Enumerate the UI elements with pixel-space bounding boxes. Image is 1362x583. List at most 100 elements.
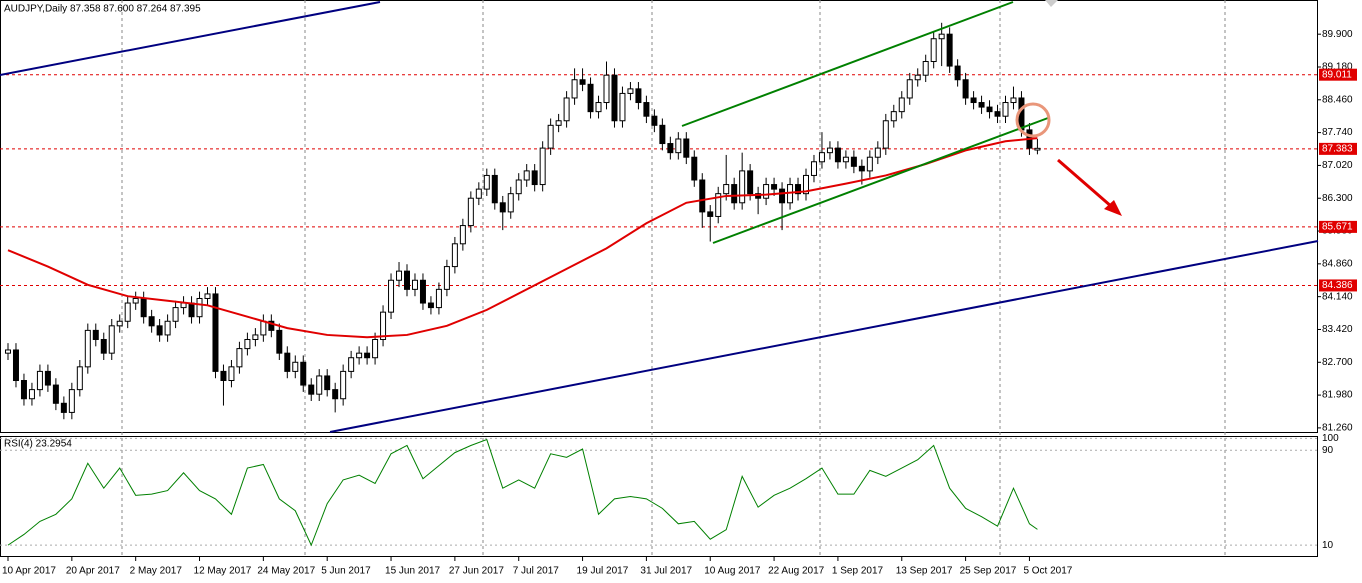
candle-body	[978, 102, 985, 108]
candle-body	[419, 279, 426, 304]
candle-body	[491, 174, 498, 204]
candle-body	[76, 366, 83, 391]
candle-body	[228, 366, 235, 382]
candle-body	[459, 225, 466, 245]
candle-body	[411, 279, 418, 290]
candle-body	[826, 147, 833, 154]
y-tick-label: 87.740	[1322, 127, 1353, 138]
y-tick-label: 87.020	[1322, 160, 1353, 171]
candle-body	[116, 320, 123, 327]
candle-body	[667, 143, 674, 154]
candle-body	[715, 193, 722, 217]
trend-line	[0, 1, 381, 76]
candle-body	[555, 120, 562, 126]
candle-body	[603, 74, 610, 104]
vertical-grid	[121, 0, 1226, 557]
candle-body	[435, 288, 442, 309]
candle-body	[547, 124, 554, 149]
candle-body	[834, 147, 841, 163]
candle-body	[531, 170, 538, 186]
candle-body	[739, 170, 746, 204]
x-tick-label: 31 Jul 2017	[640, 566, 692, 577]
channel-line	[712, 117, 1049, 244]
candle-body	[372, 338, 379, 359]
candle-body	[954, 65, 961, 81]
candle-body	[52, 384, 59, 404]
candle-body	[5, 349, 11, 354]
candle-body	[100, 338, 107, 354]
candle-body	[771, 184, 778, 190]
candle-body	[563, 97, 570, 122]
candle-body	[356, 352, 363, 359]
y-tick-label: 84.140	[1322, 291, 1353, 302]
candle-body	[890, 111, 897, 122]
candle-body	[108, 325, 115, 354]
candle-body	[268, 320, 275, 331]
candle-body	[779, 188, 786, 204]
y-tick-label: 89.180	[1322, 62, 1353, 73]
x-tick-label: 5 Jun 2017	[321, 566, 371, 577]
candle-body	[140, 297, 147, 318]
candle-body	[332, 389, 339, 400]
x-tick-label: 10 Apr 2017	[2, 566, 56, 577]
candle-body	[467, 197, 474, 227]
candle-body	[292, 361, 299, 372]
channel-line	[681, 1, 1014, 127]
candle-body	[164, 320, 171, 336]
candle-body	[659, 124, 666, 145]
candle-body	[284, 352, 291, 372]
y-tick-label: 10	[1322, 540, 1334, 551]
candle-body	[172, 307, 179, 322]
x-tick-label: 20 Apr 2017	[66, 566, 120, 577]
level-label: 87.383	[1322, 144, 1353, 155]
candle-body	[364, 352, 371, 359]
candle-body	[324, 375, 331, 391]
x-tick-label: 25 Sep 2017	[960, 566, 1017, 577]
candle-body	[12, 349, 19, 382]
candle-body	[380, 311, 387, 340]
level-label: 89.011	[1322, 69, 1352, 80]
candle-body	[723, 184, 730, 195]
candle-body	[276, 329, 283, 354]
candle-body	[763, 184, 770, 199]
candle-body	[571, 79, 578, 99]
candle-body	[196, 297, 203, 318]
candle-body	[1002, 102, 1009, 117]
candle-body	[595, 102, 602, 113]
level-label: 84.386	[1322, 280, 1353, 291]
rsi-panel	[0, 436, 1318, 557]
candle-body	[188, 302, 195, 318]
y-tick-label: 84.860	[1322, 258, 1353, 269]
candle-body	[803, 174, 809, 195]
candle-body	[874, 147, 881, 158]
candle-body	[747, 170, 754, 195]
candle-body	[842, 156, 849, 163]
x-tick-label: 22 Aug 2017	[768, 566, 825, 577]
candle-body	[946, 33, 953, 67]
arrow-head	[1104, 200, 1122, 216]
candle-body	[675, 138, 682, 154]
candle-body	[994, 111, 1001, 117]
x-tick-label: 2 May 2017	[130, 566, 183, 577]
candle-body	[499, 202, 506, 213]
candle-body	[252, 334, 259, 340]
candle-body	[515, 179, 522, 195]
x-tick-label: 5 Oct 2017	[1023, 566, 1072, 577]
candle-body	[340, 370, 347, 400]
candle-body	[507, 193, 514, 213]
candle-body	[388, 279, 395, 313]
candle-body	[643, 102, 650, 117]
rsi-line	[7, 438, 1038, 547]
candle-body	[707, 211, 714, 217]
candle-body	[611, 74, 618, 122]
marker	[1045, 0, 1058, 7]
candle-body	[84, 329, 91, 368]
candle-body	[443, 266, 450, 290]
x-tick-label: 27 Jun 2017	[449, 566, 504, 577]
level-label-box	[1319, 68, 1357, 81]
candle-body	[483, 174, 490, 190]
plot	[0, 22, 1318, 547]
candle-body	[579, 79, 586, 85]
